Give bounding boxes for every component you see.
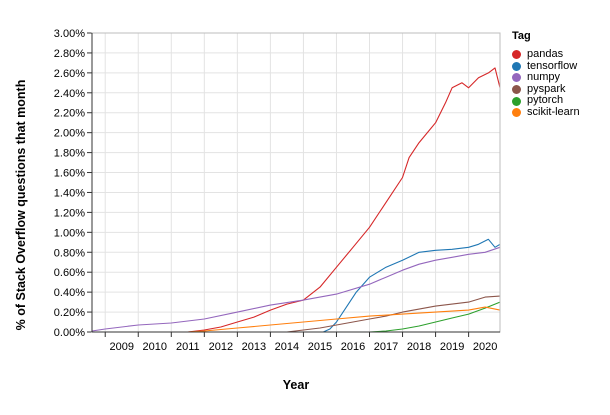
x-tick-label: 2015 xyxy=(308,341,332,353)
legend-item-pyspark: pyspark xyxy=(512,82,580,96)
series-line-pytorch xyxy=(92,301,501,333)
y-tick-label: 3.00% xyxy=(54,28,85,40)
x-tick-label: 2017 xyxy=(374,341,398,353)
legend-swatch xyxy=(512,96,521,106)
legend-label: pyspark xyxy=(527,82,566,95)
legend-swatch xyxy=(512,73,521,83)
x-axis-label: Year xyxy=(282,378,310,392)
y-tick-label: 2.80% xyxy=(54,48,85,60)
legend-swatch xyxy=(512,108,521,118)
y-tick-label: 2.60% xyxy=(54,68,85,80)
legend-label: tensorflow xyxy=(527,59,578,72)
y-tick-label: 0.80% xyxy=(54,247,85,259)
series-line-tensorflow xyxy=(92,238,501,333)
y-tick-label: 0.20% xyxy=(54,307,85,319)
x-tick-label: 2018 xyxy=(407,341,431,353)
y-axis-label-container: % of Stack Overflow questions that month xyxy=(6,70,36,340)
x-tick-label: 2020 xyxy=(473,341,497,353)
grid-lines xyxy=(92,32,500,333)
series-line-pyspark xyxy=(92,295,501,333)
y-tick-label: 0.60% xyxy=(54,267,85,279)
y-axis-label: % of Stack Overflow questions that month xyxy=(14,79,28,331)
legend-item-pytorch: pytorch xyxy=(512,95,580,107)
legend: Tag pandas tensorflow numpy pyspark pytorch s… xyxy=(512,30,580,119)
series-line-numpy xyxy=(91,246,501,332)
y-tick-label: 1.60% xyxy=(54,168,85,180)
series-line-pandas xyxy=(92,67,501,333)
x-tick-label: 2019 xyxy=(440,341,464,353)
x-tick-label: 2013 xyxy=(242,341,266,353)
y-tick-label: 2.20% xyxy=(54,108,85,120)
legend-title: Tag xyxy=(512,30,531,42)
y-tick-label: 1.80% xyxy=(54,148,85,160)
x-tick-label: 2009 xyxy=(109,341,133,353)
legend-item-numpy: numpy xyxy=(512,72,580,84)
legend-swatch xyxy=(512,61,521,71)
x-tick-label: 2011 xyxy=(176,341,200,353)
legend-item-scikit-learn: scikit-learn xyxy=(512,105,580,119)
y-tick-label: 0.00% xyxy=(54,327,85,339)
y-tick-label: 0.40% xyxy=(54,287,85,299)
legend-swatch xyxy=(512,85,521,95)
x-tick-label: 2010 xyxy=(143,341,167,353)
x-tick-label: 2012 xyxy=(209,341,233,353)
plot-frame xyxy=(91,32,501,333)
legend-label: pytorch xyxy=(527,94,564,107)
legend-swatch xyxy=(512,50,521,60)
x-tick-label: 2014 xyxy=(275,341,299,353)
legend-item-tensorflow: tensorflow xyxy=(512,59,580,73)
series-line-scikit-learn xyxy=(92,306,501,333)
axes: 0.00% 0.20% 0.40% 0.60% 0.80% 1.00% 1.20% 1.40%… xyxy=(54,28,501,353)
legend-label: scikit-learn xyxy=(527,105,580,118)
y-tick-label: 1.40% xyxy=(54,187,85,199)
legend-items: pandas tensorflow numpy pyspark pytorch sciki… xyxy=(512,48,580,119)
y-tick-label: 1.00% xyxy=(54,227,85,239)
legend-item-pandas: pandas xyxy=(512,48,580,61)
y-tick-label: 2.40% xyxy=(54,88,85,100)
legend-label: pandas xyxy=(527,48,564,60)
y-tick-label: 2.00% xyxy=(54,128,85,140)
x-tick-label: 2016 xyxy=(341,341,365,353)
y-tick-label: 1.20% xyxy=(54,207,85,219)
legend-label: numpy xyxy=(527,71,561,84)
